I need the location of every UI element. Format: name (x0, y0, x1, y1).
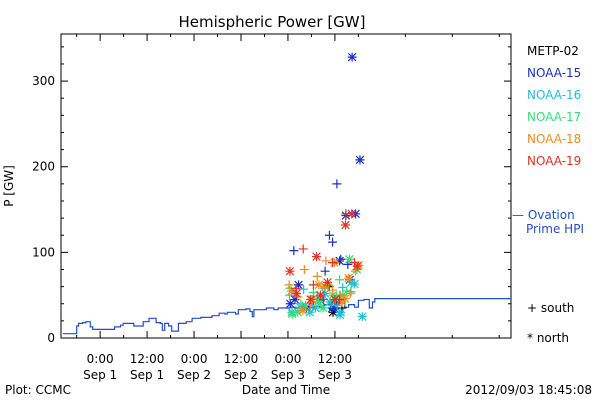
plot-frame (60, 33, 512, 339)
noaa-16-north-point (310, 303, 320, 313)
chart-title: Hemispheric Power [GW] (179, 13, 366, 31)
noaa-19-north-point (306, 294, 316, 304)
legend-noaa-15: NOAA-15 (527, 66, 581, 80)
noaa-17-south-point (335, 275, 345, 285)
marker-legend: + south * north (527, 301, 574, 345)
legend-noaa-18: NOAA-18 (527, 132, 581, 146)
noaa-15-south-point (332, 179, 342, 189)
x-tick-label-date: Sep 2 (224, 368, 258, 382)
x-tick-label-time: 0:00 (181, 352, 208, 366)
noaa-19-north-point (312, 252, 322, 262)
noaa-15-north-point (285, 299, 295, 309)
x-tick-label-date: Sep 2 (177, 368, 211, 382)
noaa-18-north-point (344, 273, 354, 283)
noaa-19-south-point (291, 283, 301, 293)
x-tick-label-date: Sep 3 (318, 368, 352, 382)
legend: METP-02 NOAA-15 NOAA-16 NOAA-17 NOAA-18 NOAA-… (527, 44, 581, 168)
x-tick-label-date: Sep 1 (130, 368, 164, 382)
noaa-15-north-point (347, 52, 357, 62)
noaa-16-north-point (346, 277, 356, 287)
y-axis: 0 100 200 300 (32, 46, 511, 345)
noaa-17-north-point (331, 292, 341, 302)
noaa-19-north-point (340, 220, 350, 230)
noaa-18-south-point (312, 271, 322, 281)
noaa-16-north-point (320, 288, 330, 298)
noaa-18-north-point (320, 282, 330, 292)
noaa-18-north-point (314, 280, 324, 290)
noaa-19-north-point (315, 290, 325, 300)
noaa-17-north-point (293, 307, 303, 317)
timestamp: 2012/09/03 18:45:08 (465, 383, 592, 397)
x-tick-label-time: 12:00 (318, 352, 353, 366)
noaa-19-north-point (330, 294, 340, 304)
noaa-15-south-point (324, 230, 334, 240)
noaa-19-south-point (298, 244, 308, 254)
noaa-19-north-point (352, 261, 362, 271)
noaa-17-south-point (308, 288, 318, 298)
legend-noaa-17: NOAA-17 (527, 110, 581, 124)
legend-metp-02: METP-02 (527, 44, 579, 58)
noaa-16-north-point (335, 310, 345, 320)
noaa-15-south-point (320, 266, 330, 276)
noaa-15-north-point (330, 304, 340, 314)
x-axis: 0:00 Sep 1 12:00 Sep 1 0:00 Sep 2 12:00 Sep 2 0:… (76, 34, 500, 382)
noaa-15-south-point (328, 237, 338, 247)
noaa-18-north-point (286, 286, 296, 296)
noaa-15-south-point (289, 246, 299, 256)
noaa-18-south-point (328, 285, 338, 295)
metp-02-north-point (328, 307, 338, 317)
noaa-16-north-point (305, 307, 315, 317)
noaa-18-south-point (345, 288, 355, 298)
marker-legend-south: + south (527, 301, 574, 315)
noaa-19-north-point (347, 209, 357, 219)
noaa-16-north-point (336, 307, 346, 317)
noaa-18-south-point (299, 264, 309, 274)
noaa-16-north-point (349, 279, 359, 289)
noaa-15-north-point (335, 256, 345, 266)
legend-noaa-16: NOAA-16 (527, 88, 581, 102)
x-tick-label-time: 0:00 (274, 352, 301, 366)
marker-legend-north: * north (527, 331, 569, 345)
noaa-15-north-point (294, 280, 304, 290)
noaa-15-north-point (301, 303, 311, 313)
noaa-17-north-point (318, 303, 328, 313)
noaa-16-south-point (346, 287, 356, 297)
x-tick-label-date: Sep 3 (271, 368, 305, 382)
y-tick-label: 100 (32, 245, 55, 259)
noaa-18-north-point (298, 306, 308, 316)
noaa-19-south-point (308, 280, 318, 290)
y-tick-label: 0 (47, 331, 55, 345)
noaa-17-north-point (344, 254, 354, 264)
satellite-markers (284, 52, 367, 322)
x-tick-label-time: 12:00 (224, 352, 259, 366)
noaa-19-north-point (292, 288, 302, 298)
noaa-17-north-point (313, 297, 323, 307)
noaa-19-north-point (285, 266, 295, 276)
noaa-16-north-point (325, 297, 335, 307)
noaa-16-south-point (299, 284, 309, 294)
legend-noaa-19: NOAA-19 (527, 154, 581, 168)
ovation-legend-line2: Prime HPI (526, 222, 584, 236)
x-tick-label-date: Sep 1 (83, 368, 117, 382)
noaa-18-south-point (321, 256, 331, 266)
noaa-17-north-point (287, 309, 297, 319)
noaa-17-north-point (328, 290, 338, 300)
y-tick-label: 300 (32, 74, 55, 88)
x-tick-label-time: 0:00 (87, 352, 114, 366)
x-axis-label: Date and Time (242, 383, 330, 397)
y-axis-label: P [GW] (2, 165, 16, 207)
noaa-15-north-point (355, 155, 365, 165)
plot-credit: Plot: CCMC (5, 383, 71, 397)
ovation-legend-line1: — Ovation (512, 208, 575, 222)
noaa-19-south-point (328, 258, 338, 268)
y-tick-label: 200 (32, 160, 55, 174)
noaa-16-north-point (357, 312, 367, 322)
noaa-17-north-point (301, 300, 311, 310)
noaa-19-north-point (322, 277, 332, 287)
noaa-15-north-point (290, 294, 300, 304)
x-tick-label-time: 12:00 (130, 352, 165, 366)
noaa-18-north-point (340, 294, 350, 304)
